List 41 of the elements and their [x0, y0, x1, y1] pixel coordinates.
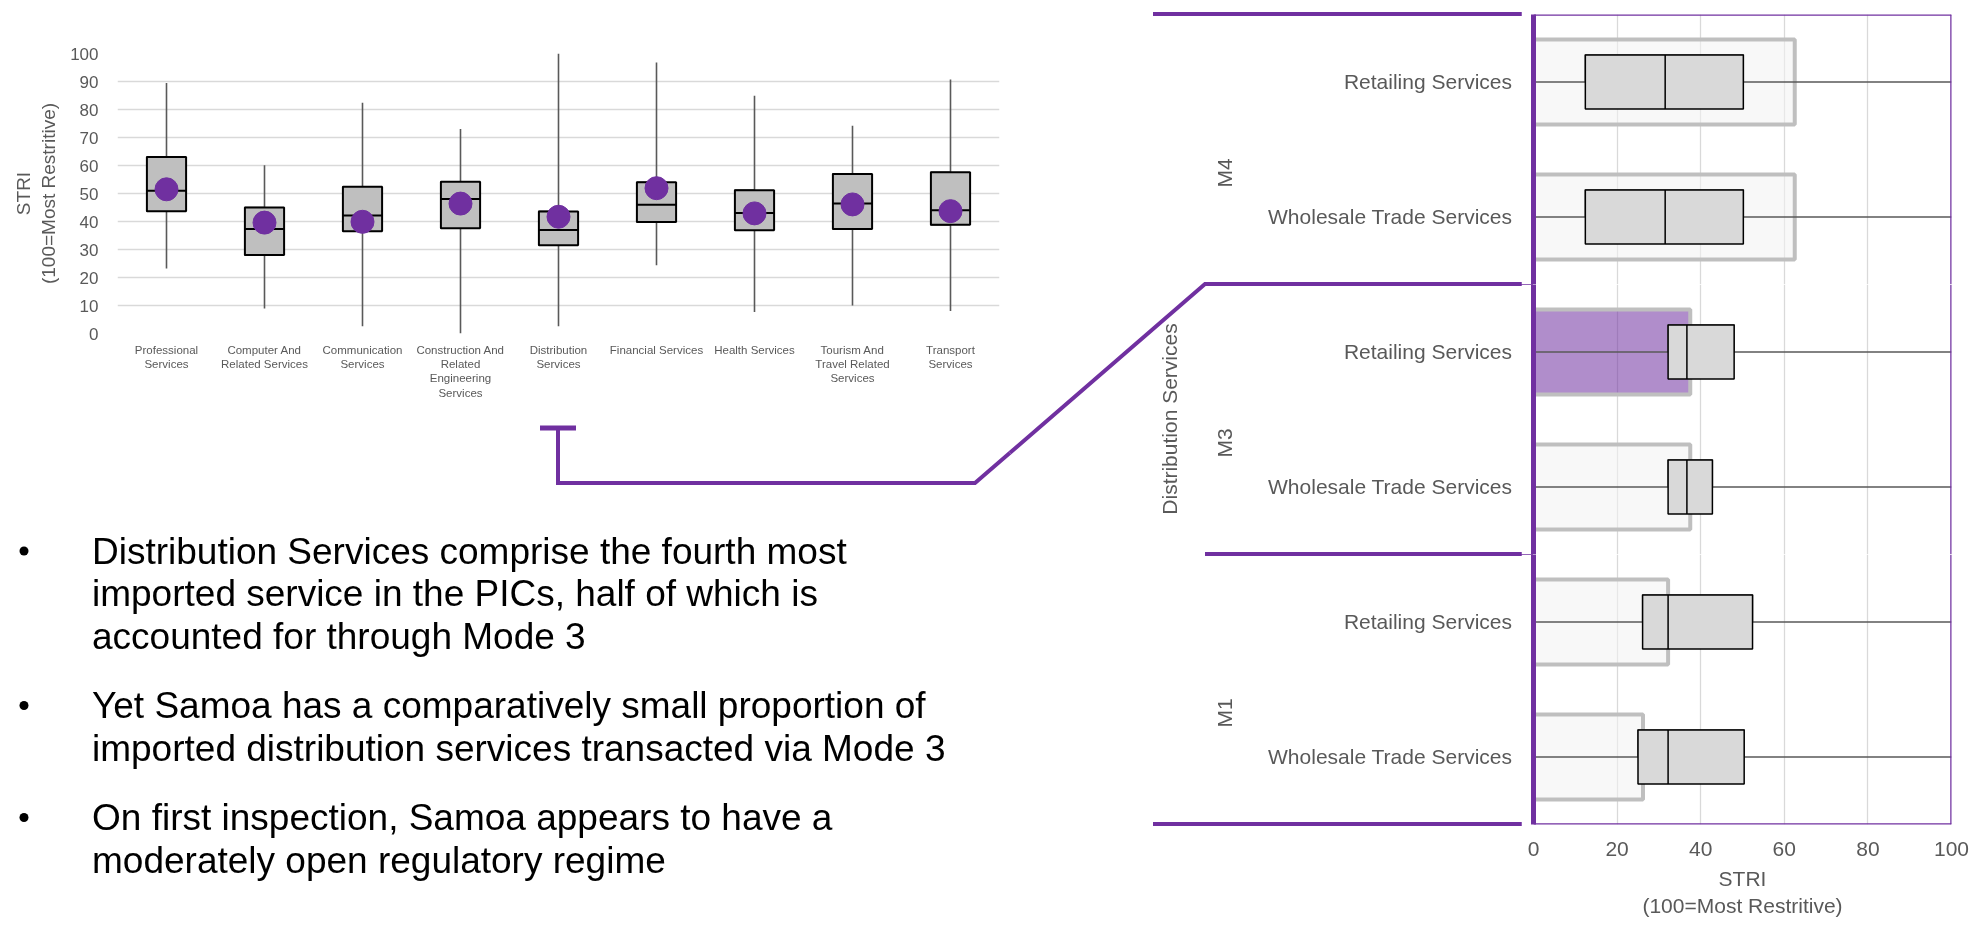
y-tick-label: 100: [70, 44, 99, 64]
x-tick-label: Computer And Related Services: [221, 343, 309, 370]
y-tick-label: Retailing Services: [1343, 340, 1512, 363]
x-tick-label: Communication Services: [322, 343, 403, 370]
text: Yet Samoa has a comparatively small proportion of imported distribution services transacted via Mode 3: [92, 685, 946, 769]
y-tick-label: Retailing Services: [1343, 70, 1512, 93]
y-tick-label: 80: [79, 100, 99, 120]
y-axis-title: M4: [1212, 158, 1236, 188]
x-axis-title: STRI (100=Most Restritive): [1642, 866, 1843, 918]
y-tick-label: 60: [79, 156, 99, 176]
x-tick-label: Distribution Services: [529, 343, 588, 370]
y-tick-label: Wholesale Trade Services: [1268, 745, 1512, 768]
y-tick-label: 50: [79, 184, 99, 204]
y-tick-label: 30: [79, 240, 99, 260]
y-tick-label: 90: [79, 72, 99, 92]
point: [938, 199, 963, 224]
y-tick-label: 10: [79, 296, 99, 316]
y-tick-label: Wholesale Trade Services: [1268, 475, 1512, 498]
y-axis-title: STRI (100=Most Restritive): [12, 102, 60, 285]
x-tick-label: Health Services: [714, 343, 796, 356]
x-tick-label: Construction And Related Engineering Services: [416, 343, 504, 399]
y-axis-title: M1: [1212, 698, 1236, 728]
x-tick-label: Professional Services: [134, 343, 199, 370]
x-tick-label: 100: [1933, 836, 1970, 860]
text: On first inspection, Samoa appears to have a moderately open regulatory regime: [92, 797, 833, 881]
x-tick-label: Tourism And Travel Related Services: [815, 343, 890, 385]
y-tick-label: Wholesale Trade Services: [1268, 205, 1512, 228]
x-tick-label: 40: [1689, 836, 1713, 860]
x-tick-label: 0: [1527, 836, 1540, 860]
point: [644, 176, 669, 201]
y-tick-label: Retailing Services: [1343, 610, 1512, 633]
x-tick-label: 80: [1856, 836, 1880, 860]
y-tick-label: 70: [79, 128, 99, 148]
x-tick-label: Transport Services: [926, 343, 976, 370]
y-tick-label: 40: [79, 212, 99, 232]
x-tick-label: 20: [1605, 836, 1629, 860]
y-tick-label: 20: [79, 268, 99, 288]
x-tick-label: 60: [1772, 836, 1796, 860]
text: Distribution Services comprise the fourth most imported service in the PICs, half of which is accounted for through Mode 3: [92, 530, 848, 657]
x-tick-label: Financial Services: [609, 343, 704, 356]
y-axis-title: M3: [1212, 428, 1236, 458]
